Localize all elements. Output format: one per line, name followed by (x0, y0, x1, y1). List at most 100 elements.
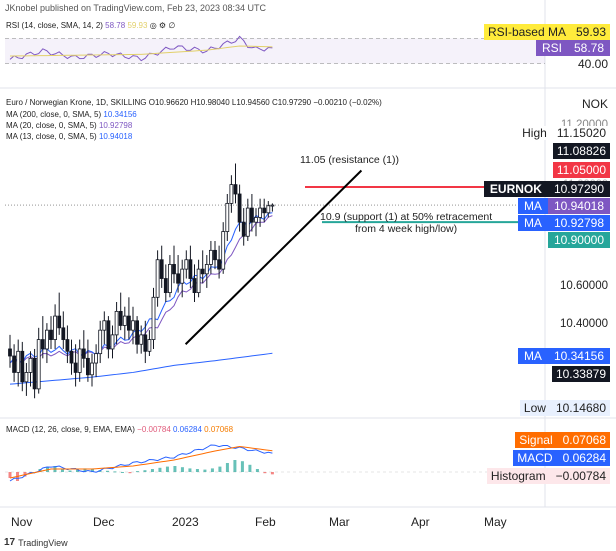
signal-line (9, 445, 273, 479)
candle-body (241, 221, 246, 237)
macd-histogram-bar (203, 469, 207, 472)
macd-histogram-bar (105, 470, 109, 472)
ohlc-values: O10.96620 H10.98040 L10.94560 C10.97290 … (148, 98, 382, 107)
rsi-tag: RSI 58.78 (532, 40, 614, 56)
candle-body (229, 184, 234, 204)
price-11-08826: 11.08826 (552, 143, 610, 159)
ma200-price-tag: MA 10.34156 (514, 348, 614, 364)
macd-histogram-bar (218, 466, 222, 472)
candle-body (86, 357, 90, 376)
legend-ma200: MA (200, close, 0, SMA, 5) 10.34156 (6, 110, 137, 119)
low-tag: Low 10.14680 (519, 400, 610, 416)
macd-histogram-bar (255, 469, 259, 472)
candle-body (77, 348, 82, 373)
macd-histogram-bar (8, 472, 12, 478)
currency-label: NOK (581, 97, 608, 111)
hide-icon[interactable]: ∅ (168, 21, 176, 30)
candle-body (69, 350, 74, 364)
macd-tag: MACD 0.06284 (513, 450, 610, 466)
macd-histogram-bar (195, 469, 199, 472)
candle-body (16, 350, 21, 373)
candle-body (110, 334, 115, 350)
candle-body (45, 329, 49, 350)
support-annotation: 10.9 (support (1) at 50% retracement fro… (320, 211, 493, 235)
macd-histogram-bar (263, 472, 267, 474)
candle-body (131, 320, 135, 331)
rsi-ma-tag: RSI-based MA 59.93 (483, 24, 610, 40)
candle-body (135, 320, 140, 345)
x-tick-mar: Mar (329, 515, 350, 529)
rsi-val1: 58.78 (105, 21, 126, 30)
macd-histogram-bar (60, 469, 64, 472)
rsi-level-label: 40.00 (577, 57, 608, 71)
candle-body (258, 207, 263, 218)
candle-body (213, 249, 217, 261)
x-tick-apr: Apr (411, 515, 430, 529)
candle-body (73, 362, 78, 373)
high-tag: High 11.15020 (518, 126, 610, 140)
rsi-ma-line (9, 45, 273, 57)
rsi-line (9, 35, 273, 62)
candle-body (143, 334, 148, 352)
candle-body (98, 329, 103, 355)
candle-body (49, 329, 53, 340)
candle-body (139, 334, 144, 345)
macd-histogram-bar (68, 470, 72, 472)
candle-body (254, 217, 258, 223)
x-tick-may: May (484, 515, 507, 529)
candle-body (233, 184, 238, 195)
candle-body (151, 296, 156, 340)
macd-histogram-bar (113, 471, 117, 473)
macd-histogram-bar (225, 463, 229, 472)
candle-body (204, 264, 209, 275)
support-trendline (184, 169, 363, 345)
eye-icon[interactable]: ◎ (149, 21, 157, 30)
ma13-price-tag: MA 10.94018 (514, 198, 614, 214)
candle-body (237, 193, 242, 223)
candle-body (200, 268, 205, 275)
macd-histogram-bar (158, 467, 162, 472)
candle-body (102, 320, 107, 331)
candle-body (167, 264, 172, 294)
candle-body (94, 353, 98, 364)
macd-histogram-bar (270, 472, 274, 475)
ma200-line (9, 352, 273, 385)
price-tick-10-6: 10.60000 (560, 280, 608, 292)
rsi-val2: 59.93 (127, 21, 148, 30)
macd-histogram-bar (188, 468, 192, 472)
eurnok-price-tag: EURNOK 10.97290 (480, 181, 614, 197)
candle-body (122, 315, 127, 326)
macd-histogram-bar (120, 472, 124, 473)
macd-histogram-bar (83, 468, 87, 472)
candle-body (8, 348, 12, 357)
candle-body (208, 249, 213, 265)
ma20-price-tag: MA 10.92798 (514, 215, 614, 231)
symbol-title: Euro / Norwegian Krone, 1D, SKILLING (6, 98, 147, 107)
macd-histogram-bar (240, 461, 244, 472)
price-10-33879: 10.33879 (551, 366, 610, 382)
candle-body (20, 350, 25, 383)
candle-body (114, 310, 119, 336)
candle-body (180, 268, 185, 284)
candle-body (147, 339, 152, 352)
macd-histogram-bar (135, 471, 139, 473)
candle-body (188, 259, 193, 279)
legend-ma13: MA (13, close, 0, SMA, 5) 10.94018 (6, 132, 133, 141)
x-tick-2023: 2023 (172, 515, 199, 529)
candle-body (266, 205, 271, 214)
candle-body (225, 202, 230, 232)
candle-body (106, 320, 111, 350)
settings-icon[interactable]: ⚙ (158, 21, 167, 30)
tradingview-logo: 17 TradingView (4, 537, 68, 548)
candle-body (57, 315, 62, 329)
x-tick-dec: Dec (93, 515, 115, 529)
legend-ma20: MA (20, close, 0, SMA, 5) 10.92798 (6, 121, 133, 130)
publisher-info: JKnobel published on TradingView.com, Fe… (5, 3, 266, 13)
candle-body (196, 268, 201, 294)
candle-body (217, 259, 222, 270)
rsi-legend: RSI (14, close, SMA, 14, 2) 58.78 59.93 … (6, 21, 175, 30)
candle-body (81, 348, 86, 359)
macd-histogram-bar (180, 467, 184, 472)
candle-body (53, 315, 57, 340)
